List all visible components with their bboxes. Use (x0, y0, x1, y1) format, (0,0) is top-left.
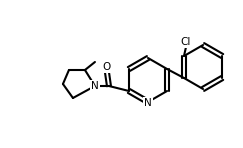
Text: N: N (144, 98, 152, 108)
Text: N: N (91, 81, 99, 91)
Text: Cl: Cl (181, 37, 191, 47)
Text: O: O (103, 62, 111, 72)
